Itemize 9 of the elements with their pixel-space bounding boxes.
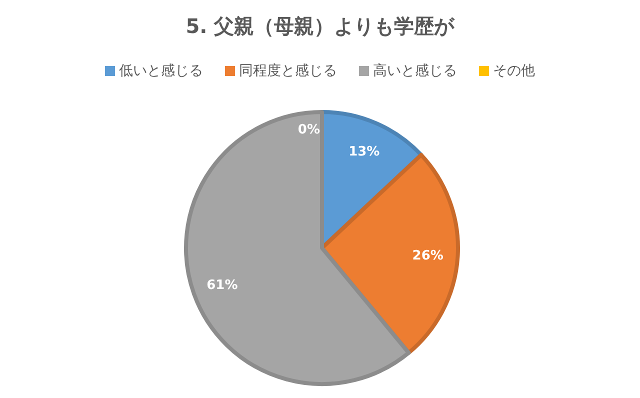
legend-label: 同程度と感じる xyxy=(239,63,337,79)
data-label: 61% xyxy=(206,278,238,293)
data-label: 26% xyxy=(412,248,444,264)
chart-title: 5. 父親（母親）よりも学歴が xyxy=(186,14,456,38)
legend-label: 高いと感じる xyxy=(373,63,457,79)
text: 0% xyxy=(298,122,320,138)
legend-label: 低いと感じる xyxy=(119,63,203,79)
legend-label: その他 xyxy=(493,63,535,79)
data-label: 13% xyxy=(348,144,380,160)
